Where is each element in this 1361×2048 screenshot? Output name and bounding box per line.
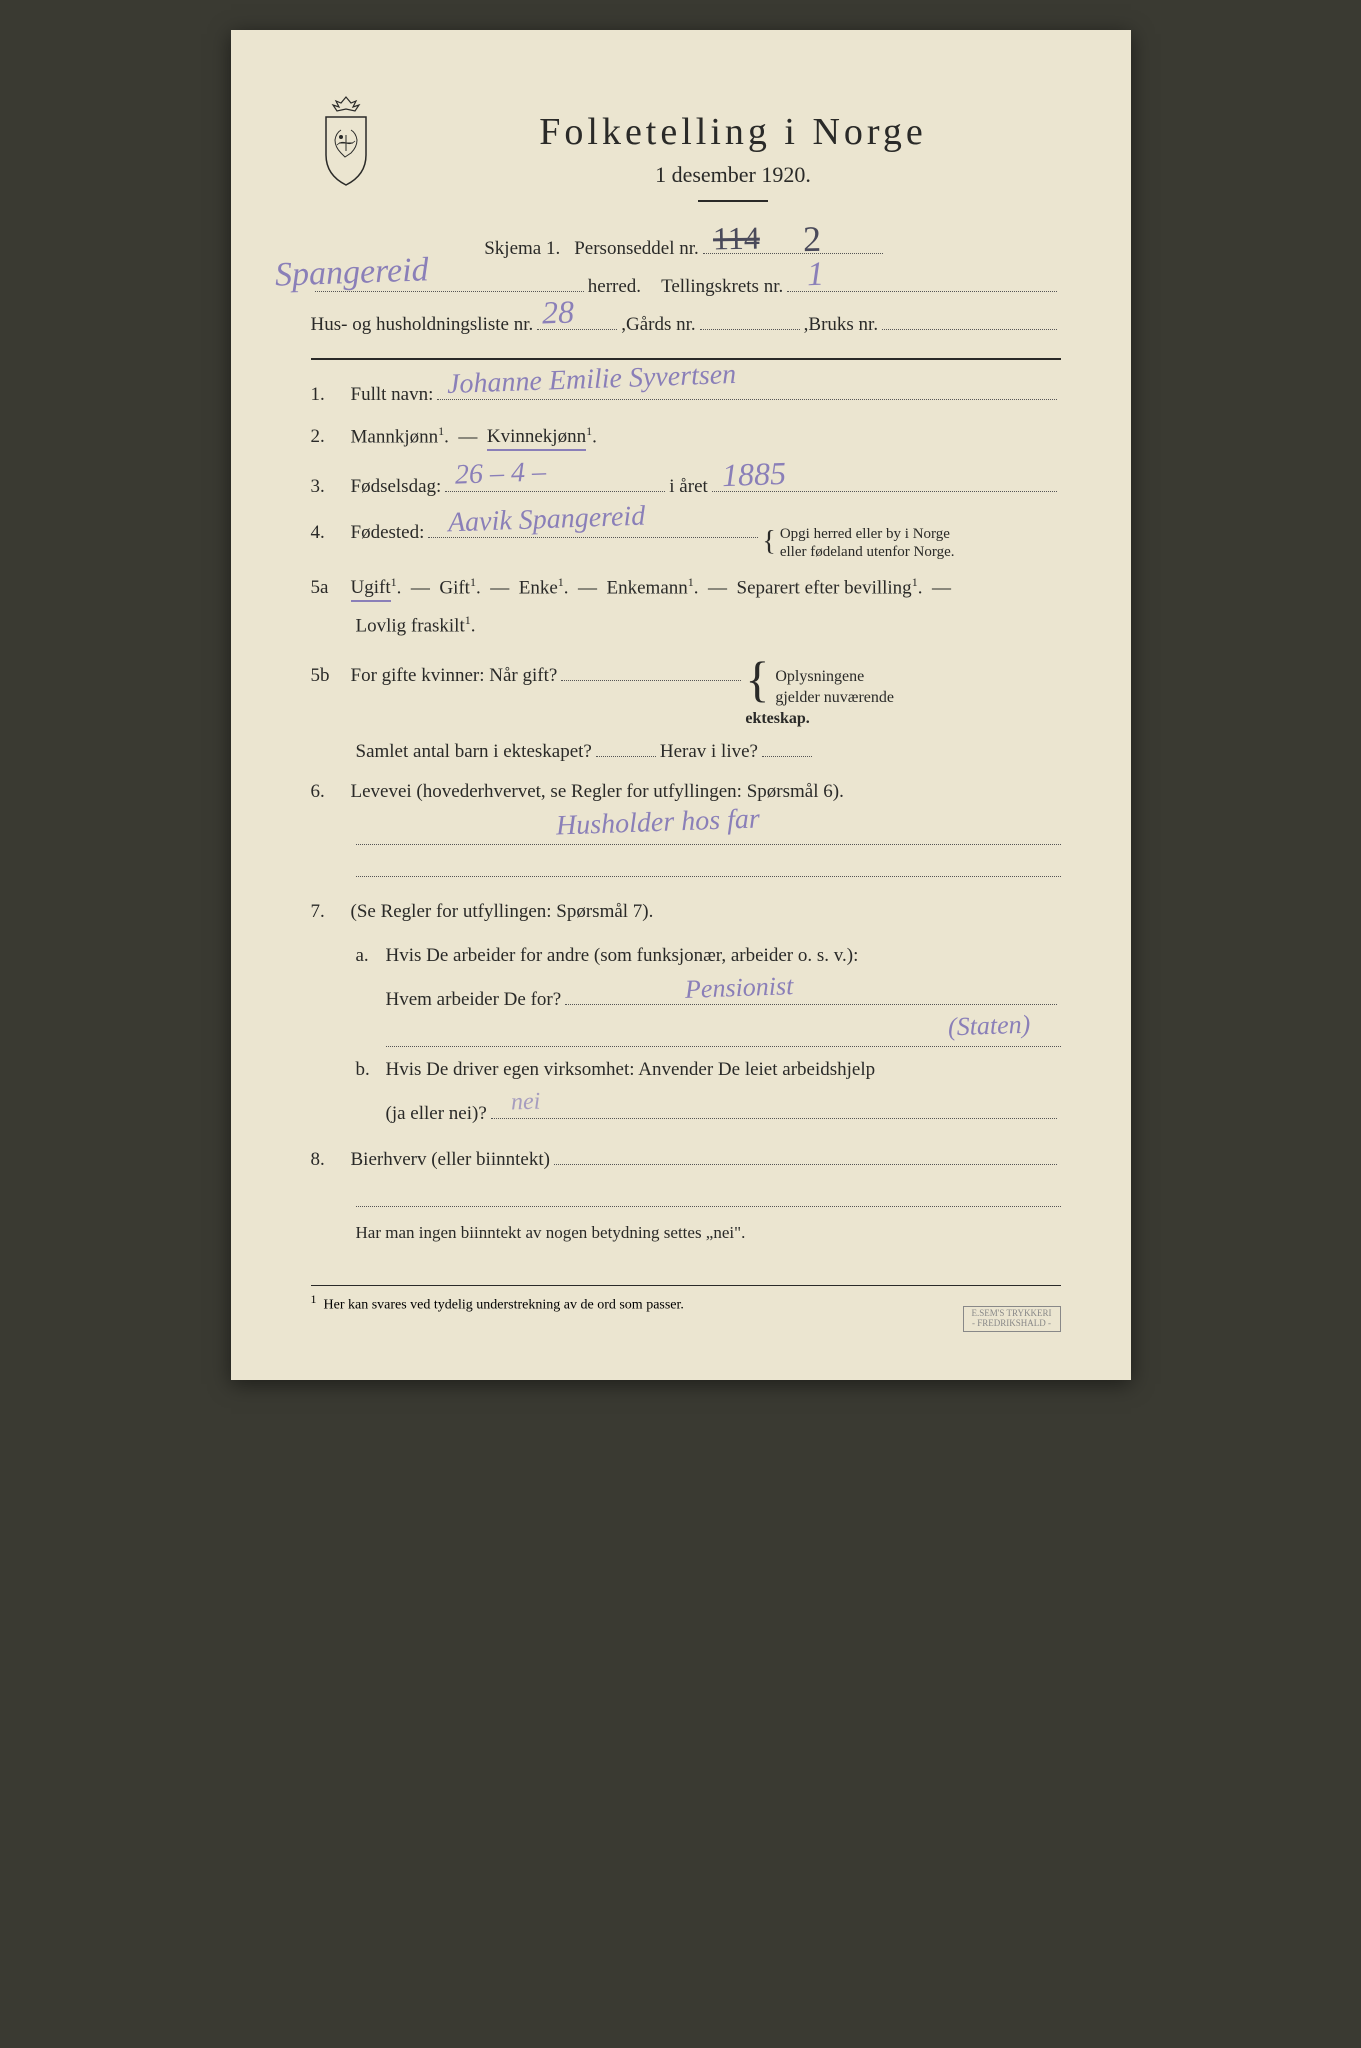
q1-value: Johanne Emilie Syvertsen <box>447 359 737 401</box>
q4-field: Aavik Spangereid <box>428 516 758 538</box>
question-5b: 5b For gifte kvinner: Når gift? { Oplysn… <box>311 659 1061 767</box>
q5a-enke: Enke <box>519 577 558 598</box>
q5a-fraskilt: Lovlig fraskilt <box>356 615 465 636</box>
q5a-ugift: Ugift <box>351 577 391 602</box>
q7b-field: nei <box>491 1097 1057 1119</box>
tellingskrets-field: 1 <box>787 270 1056 292</box>
q1-num: 1. <box>311 384 351 406</box>
q4-side-note: { Opgi herred eller by i Norge eller fød… <box>762 525 982 561</box>
q4-num: 4. <box>311 522 351 544</box>
footer-note-1: Har man ingen biinntekt av nogen betydni… <box>311 1223 1061 1255</box>
question-6: 6. Levevei (hovederhvervet, se Regler fo… <box>311 781 1061 877</box>
q7a-text2: Hvem arbeider De for? <box>386 989 562 1011</box>
q8-field <box>554 1143 1057 1165</box>
q5b-num: 5b <box>311 665 351 687</box>
q4-value: Aavik Spangereid <box>448 501 646 540</box>
tellingskrets-label: Tellingskrets nr. <box>661 276 783 298</box>
q5b-barn-field <box>596 735 656 757</box>
q7-num: 7. <box>311 901 351 923</box>
q2-num: 2. <box>311 426 351 448</box>
q7a-label: a. <box>356 945 386 967</box>
q4-label: Fødested: <box>351 522 425 544</box>
gards-label: Gårds nr. <box>626 314 696 336</box>
q6-num: 6. <box>311 781 351 803</box>
skjema-label: Skjema 1. <box>484 238 560 260</box>
q7a-value2: (Staten) <box>948 1010 1031 1043</box>
herred-field: Spangereid <box>315 270 584 292</box>
census-document: Folketelling i Norge 1 desember 1920. Sk… <box>231 30 1131 1380</box>
question-1: 1. Fullt navn: Johanne Emilie Syvertsen <box>311 378 1061 410</box>
q2-male: Mannkjønn <box>351 426 439 447</box>
personseddel-label: Personseddel nr. <box>574 238 699 260</box>
gards-field <box>700 308 800 330</box>
q5a-enkemann: Enkemann <box>607 577 688 598</box>
q6-label: Levevei (hovederhvervet, se Regler for u… <box>351 781 844 803</box>
q2-female: Kvinnekjønn <box>487 426 586 451</box>
q7b-text: Hvis De driver egen virksomhet: Anvender… <box>386 1059 876 1081</box>
subtitle-date: 1 desember 1920. <box>406 162 1061 188</box>
q3-year: 1885 <box>721 455 786 494</box>
q6-field-1: Husholder hos far <box>356 819 1061 845</box>
personseddel-struck: 114 <box>712 220 759 258</box>
herred-value: Spangereid <box>274 251 429 294</box>
question-5a: 5a Ugift1. — Gift1. — Enke1. — Enkemann1… <box>311 575 1061 645</box>
q7a-field: Pensionist <box>565 983 1056 1005</box>
question-7: 7. (Se Regler for utfyllingen: Spørsmål … <box>311 901 1061 1129</box>
q5b-note: { Oplysningene gjelder nuværende ekteska… <box>745 667 935 729</box>
q7a-text1: Hvis De arbeider for andre (som funksjon… <box>386 945 859 967</box>
q1-field: Johanne Emilie Syvertsen <box>437 378 1056 400</box>
title-block: Folketelling i Norge 1 desember 1920. <box>406 110 1061 222</box>
q7b-text2: (ja eller nei)? <box>386 1103 487 1125</box>
q5b-live-field <box>762 735 812 757</box>
question-3: 3. Fødselsdag: 26 – 4 – i året 1885 <box>311 470 1061 502</box>
bruks-field <box>882 308 1056 330</box>
q7b-label: b. <box>356 1059 386 1081</box>
q5b-label: For gifte kvinner: Når gift? <box>351 665 558 687</box>
title-rule <box>698 200 768 202</box>
q7a-field-2: (Staten) <box>386 1021 1061 1047</box>
personseddel-value: 2 <box>802 218 821 260</box>
q6-field-2 <box>356 851 1061 877</box>
header: Folketelling i Norge 1 desember 1920. <box>311 110 1061 222</box>
q7a-value1: Pensionist <box>685 972 794 1006</box>
question-4: 4. Fødested: Aavik Spangereid { Opgi her… <box>311 516 1061 561</box>
q5a-num: 5a <box>311 577 351 599</box>
q5a-separert: Separert efter bevilling <box>737 577 912 598</box>
q3-num: 3. <box>311 476 351 498</box>
q3-year-label: i året <box>669 476 708 498</box>
q8-num: 8. <box>311 1149 351 1171</box>
question-2: 2. Mannkjønn1. — Kvinnekjønn1. <box>311 424 1061 456</box>
bruks-label: Bruks nr. <box>808 314 878 336</box>
meta-row-3: Hus- og husholdningsliste nr. 28 , Gårds… <box>311 308 1061 340</box>
q7-label: (Se Regler for utfyllingen: Spørsmål 7). <box>351 901 654 923</box>
q3-day-field: 26 – 4 – <box>445 470 665 492</box>
q3-year-field: 1885 <box>712 470 1057 492</box>
q6-value: Husholder hos far <box>555 804 760 843</box>
q5b-gift-field <box>561 659 741 681</box>
q5b-label2: Samlet antal barn i ekteskapet? <box>356 741 592 763</box>
q7b-value: nei <box>510 1089 540 1117</box>
q8-label: Bierhverv (eller biinntekt) <box>351 1149 550 1171</box>
personseddel-field: 114 2 <box>703 232 883 254</box>
q5b-label3: Herav i live? <box>660 741 758 763</box>
footer-note-2: 1 Her kan svares ved tydelig understrekn… <box>311 1285 1061 1314</box>
herred-label: herred. <box>588 276 641 298</box>
tellingskrets-value: 1 <box>807 256 825 295</box>
husliste-label: Hus- og husholdningsliste nr. <box>311 314 534 336</box>
q1-label: Fullt navn: <box>351 384 434 406</box>
printer-stamp: E.SEM'S TRYKKERI - FREDRIKSHALD - <box>963 1306 1061 1332</box>
husliste-value: 28 <box>542 293 575 331</box>
q3-daymonth: 26 – 4 – <box>455 456 547 491</box>
q8-field-2 <box>356 1181 1061 1207</box>
norwegian-crest-icon <box>311 95 381 190</box>
husliste-field: 28 <box>537 308 617 330</box>
main-title: Folketelling i Norge <box>406 110 1061 154</box>
q3-label: Fødselsdag: <box>351 476 442 498</box>
q5a-gift: Gift <box>439 577 470 598</box>
question-8: 8. Bierhverv (eller biinntekt) <box>311 1143 1061 1207</box>
meta-row-2: Spangereid herred. Tellingskrets nr. 1 <box>311 270 1061 302</box>
